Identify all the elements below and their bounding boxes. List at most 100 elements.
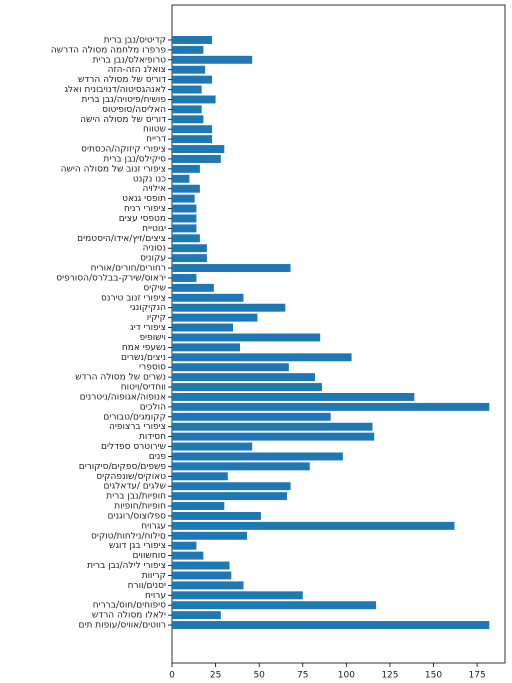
- y-tick-label: םית תופוע/סיווא/םיטוור: [79, 621, 166, 631]
- y-tick-label: םיוושחוס: [133, 551, 167, 561]
- y-tick-label: םירוקיס/םיקפס/םיפשפ: [79, 462, 167, 472]
- x-tick-label: 75: [297, 671, 308, 681]
- x-tick-label: 50: [253, 671, 265, 681]
- y-tick-label: גיד ירופיצ: [130, 323, 166, 333]
- y-tick-label: השיה הלוסמ לש סירוד: [80, 115, 166, 125]
- y-tick-label: חינר ירופיצ: [124, 204, 166, 214]
- bar: [172, 343, 240, 352]
- y-tick-label: תויפוח/תויפוח: [114, 502, 166, 512]
- y-tick-label: תירב ןבנ/היוטיפ/חישופ: [81, 95, 166, 105]
- y-tick-label: חייטוגי: [142, 224, 166, 234]
- y-tick-label: תירב ןבנ/הליל ירופיצ: [87, 561, 166, 571]
- bar: [172, 492, 288, 501]
- y-tick-label: סיקהפנוש/סיקואט: [96, 472, 166, 482]
- bar: [172, 174, 190, 183]
- y-tick-label: תודיסח: [139, 432, 166, 442]
- x-tick-label: 150: [425, 671, 442, 681]
- bar: [172, 442, 253, 451]
- y-tick-label: חירוא/םירוח/םירוחר: [91, 264, 166, 274]
- y-tick-label: םילדפס סרטוריש: [101, 442, 166, 452]
- bar: [172, 264, 291, 273]
- bar: [172, 303, 286, 312]
- bar: [172, 244, 207, 253]
- bar: [172, 383, 322, 392]
- y-tick-label: שדרה הלוסמ לש םירשנ: [75, 373, 166, 383]
- y-tick-label: םיכלוה: [140, 402, 166, 412]
- y-tick-label: תירב ןבנ/סלאיפורט: [93, 55, 167, 65]
- y-tick-label: םימטסיה/ודיא/ץיז/םיציצ: [77, 234, 166, 244]
- bar: [172, 323, 234, 332]
- bar: [172, 45, 204, 54]
- bar: [172, 571, 232, 580]
- y-tick-label: םירשנ/םיצינ: [121, 353, 166, 363]
- y-tick-label: היוליא: [143, 184, 167, 194]
- y-tick-label: סינוקע: [140, 254, 166, 264]
- y-tick-label: שדרה הלוסמ לש סירוד: [78, 75, 166, 85]
- bar: [172, 204, 197, 213]
- bar: [172, 313, 258, 322]
- x-tick-label: 25: [210, 671, 221, 681]
- bar: [172, 333, 321, 342]
- y-tick-label: השרדה הלוסמ המחלמ ורפרפ: [51, 45, 166, 55]
- y-tick-label: היפוצרב ירופיצ: [109, 422, 166, 432]
- y-tick-label: חווטש: [143, 125, 166, 135]
- bar: [172, 273, 197, 282]
- y-tick-label: חיררב/סוח/םיחופיס: [93, 601, 166, 611]
- bar: [172, 551, 204, 560]
- bar: [172, 283, 214, 292]
- bar: [172, 601, 376, 610]
- bar: [172, 293, 244, 302]
- bar: [172, 65, 206, 74]
- bar: [172, 363, 289, 372]
- bar: [172, 254, 207, 263]
- bar: [172, 531, 247, 540]
- y-tick-label: םיגלאדע/ םיגלש: [104, 482, 166, 492]
- y-tick-label: סיפרוסה/סרלבב-קריש/סוארי: [56, 273, 166, 283]
- bar: [172, 115, 204, 124]
- bar: [172, 452, 343, 461]
- bar: [172, 55, 253, 64]
- y-tick-label: גלאו חינוביונד/הוטיסגהנאל: [64, 85, 166, 95]
- bar: [172, 472, 228, 481]
- y-tick-label: סיתסכה/הקוזיק ירופיצ: [81, 145, 166, 155]
- y-tick-label: חרוו/םינסי: [128, 581, 166, 591]
- bar: [172, 194, 195, 203]
- y-tick-label: םירובט/םיגמוקק: [103, 412, 166, 422]
- y-tick-label: ויקיק: [147, 313, 166, 323]
- bar: [172, 234, 200, 243]
- bar: [172, 35, 213, 44]
- x-tick-label: 100: [338, 671, 355, 681]
- y-tick-label: טנקנ ונכ: [133, 174, 166, 184]
- y-tick-label: חוטיו/סידחוו: [121, 383, 166, 393]
- bar: [172, 402, 490, 411]
- y-tick-label: םיצע יספטמ: [119, 214, 166, 224]
- y-tick-label: תירב ןבנ/סיטידק: [104, 35, 166, 45]
- bar: [172, 214, 197, 223]
- y-tick-label: חמא יפעשנ: [122, 343, 166, 353]
- y-tick-label: םינפ: [149, 452, 167, 462]
- y-tick-label: ירפסוס: [139, 363, 166, 373]
- y-tick-label: חיורע: [145, 591, 166, 601]
- bar: [172, 154, 221, 163]
- bar: [172, 164, 200, 173]
- y-tick-label: שגוד ןגב ירופיצ: [109, 541, 166, 551]
- bar: [172, 75, 213, 84]
- bar: [172, 432, 375, 441]
- y-tick-label: הינוסנ: [143, 244, 166, 254]
- y-tick-label: סנריט בונז ירופיצ: [101, 293, 166, 303]
- y-tick-label: השיה הלוסמ לש בונז ירופיצ: [61, 164, 166, 174]
- bar: [172, 392, 415, 401]
- bar: [172, 125, 213, 134]
- bar: [172, 561, 230, 570]
- y-tick-label: הזה-הזה נלאוצ: [108, 65, 166, 75]
- bar: [172, 422, 373, 431]
- x-tick-label: 175: [469, 671, 486, 681]
- bar: [172, 462, 310, 471]
- bar: [172, 373, 315, 382]
- bar: [172, 105, 202, 114]
- y-tick-label: תווירק: [142, 571, 166, 581]
- x-tick-label: 0: [169, 671, 175, 681]
- y-tick-label: תירב ןבנ/תויפוח: [106, 492, 166, 502]
